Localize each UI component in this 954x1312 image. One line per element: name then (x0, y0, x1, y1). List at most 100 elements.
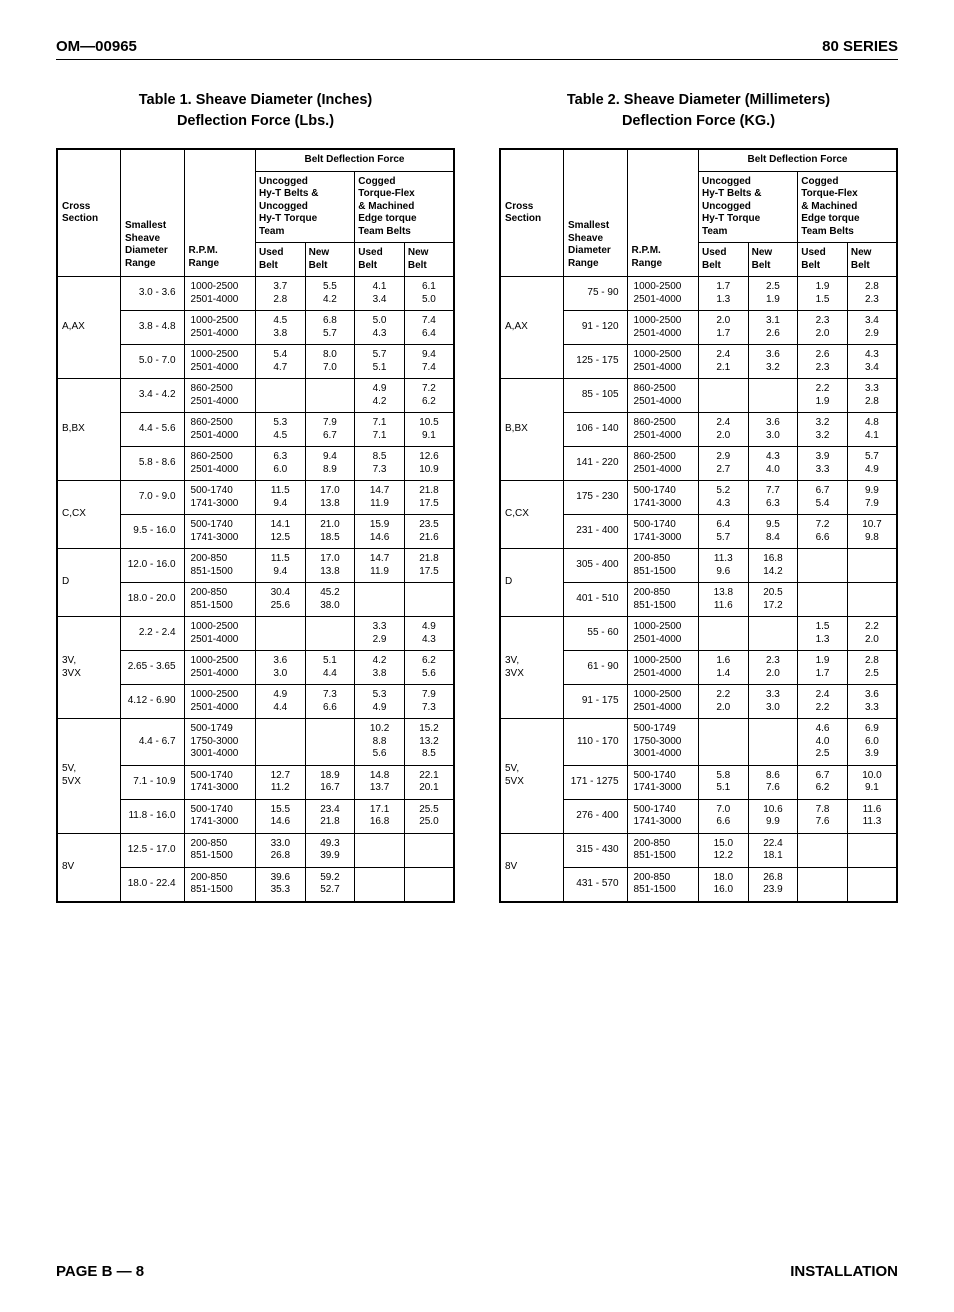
data-cell: 860-2500 2501-4000 (627, 447, 698, 481)
data-cell: 17.0 13.8 (305, 549, 355, 583)
data-cell: 7.1 7.1 (355, 413, 405, 447)
data-cell (355, 583, 405, 617)
data-cell: 1000-2500 2501-4000 (627, 651, 698, 685)
table-row: A,AX3.0 - 3.61000-2500 2501-40003.7 2.85… (57, 277, 454, 311)
data-cell: 5.1 4.4 (305, 651, 355, 685)
data-cell: 11.3 9.6 (698, 549, 748, 583)
data-cell: 10.0 9.1 (847, 765, 897, 799)
data-cell: 6.2 5.6 (404, 651, 454, 685)
data-cell: 500-1740 1741-3000 (184, 515, 255, 549)
data-cell: 17.1 16.8 (355, 799, 405, 833)
column-header: R.P.M. Range (627, 149, 698, 277)
column-header: Used Belt (698, 243, 748, 277)
data-cell: 8.0 7.0 (305, 345, 355, 379)
header-rule (56, 59, 898, 60)
data-cell: 6.1 5.0 (404, 277, 454, 311)
data-cell: 200-850 851-1500 (627, 867, 698, 902)
data-cell: 22.1 20.1 (404, 765, 454, 799)
data-cell: 3.6 3.0 (748, 413, 798, 447)
data-cell: 33.0 26.8 (255, 833, 305, 867)
table-column: Table 1. Sheave Diameter (Inches) Deflec… (56, 90, 455, 903)
footer-right: INSTALLATION (790, 1263, 898, 1280)
data-cell: 16.8 14.2 (748, 549, 798, 583)
data-cell: 15.9 14.6 (355, 515, 405, 549)
data-cell: 5.0 4.3 (355, 311, 405, 345)
cross-section-label: D (500, 549, 564, 617)
table-row: C,CX175 - 230500-1740 1741-30005.2 4.37.… (500, 481, 897, 515)
data-cell: 39.6 35.3 (255, 867, 305, 902)
column-header: Used Belt (798, 243, 848, 277)
data-cell: 860-2500 2501-4000 (627, 413, 698, 447)
data-cell: 2.65 - 3.65 (121, 651, 185, 685)
cross-section-label: 3V, 3VX (57, 617, 121, 719)
data-cell: 200-850 851-1500 (184, 583, 255, 617)
data-cell: 3.0 - 3.6 (121, 277, 185, 311)
data-cell: 14.1 12.5 (255, 515, 305, 549)
data-cell: 7.3 6.6 (305, 685, 355, 719)
data-cell: 9.4 8.9 (305, 447, 355, 481)
footer-left: PAGE B — 8 (56, 1263, 144, 1280)
column-header: Cross Section (500, 149, 564, 277)
data-cell: 26.8 23.9 (748, 867, 798, 902)
data-cell: 1000-2500 2501-4000 (627, 685, 698, 719)
data-cell: 5.0 - 7.0 (121, 345, 185, 379)
data-cell: 21.0 18.5 (305, 515, 355, 549)
data-cell (404, 867, 454, 902)
data-cell: 11.5 9.4 (255, 549, 305, 583)
data-cell: 9.5 8.4 (748, 515, 798, 549)
data-cell: 2.2 1.9 (798, 379, 848, 413)
data-cell (255, 719, 305, 766)
data-cell (305, 379, 355, 413)
table-title: Table 2. Sheave Diameter (Millimeters) D… (499, 90, 898, 132)
page-header: OM—00965 80 SERIES (56, 38, 898, 59)
column-header: Belt Deflection Force (255, 149, 454, 171)
column-header: Belt Deflection Force (698, 149, 897, 171)
data-cell: 22.4 18.1 (748, 833, 798, 867)
table-row: 3V, 3VX2.2 - 2.41000-2500 2501-40003.3 2… (57, 617, 454, 651)
column-header: New Belt (404, 243, 454, 277)
data-cell: 5.7 5.1 (355, 345, 405, 379)
data-cell: 10.5 9.1 (404, 413, 454, 447)
cross-section-label: C,CX (57, 481, 121, 549)
page-footer: PAGE B — 8 INSTALLATION (56, 1263, 898, 1280)
data-cell: 5.3 4.9 (355, 685, 405, 719)
data-cell: 2.4 2.0 (698, 413, 748, 447)
data-cell: 1000-2500 2501-4000 (184, 651, 255, 685)
table-row: B,BX85 - 105860-2500 2501-40002.2 1.93.3… (500, 379, 897, 413)
data-cell: 1000-2500 2501-4000 (184, 345, 255, 379)
data-cell: 21.8 17.5 (404, 549, 454, 583)
data-cell (698, 719, 748, 766)
table-row: 3V, 3VX55 - 601000-2500 2501-40001.5 1.3… (500, 617, 897, 651)
data-cell: 4.3 3.4 (847, 345, 897, 379)
data-cell: 3.7 2.8 (255, 277, 305, 311)
data-cell: 12.5 - 17.0 (121, 833, 185, 867)
column-header: New Belt (305, 243, 355, 277)
column-header: Uncogged Hy-T Belts & Uncogged Hy-T Torq… (255, 171, 354, 243)
data-cell: 1000-2500 2501-4000 (184, 617, 255, 651)
data-cell: 18.0 - 22.4 (121, 867, 185, 902)
column-header: Cogged Torque-Flex & Machined Edge torqu… (355, 171, 454, 243)
cross-section-label: A,AX (500, 277, 564, 379)
data-cell: 860-2500 2501-4000 (184, 413, 255, 447)
data-cell: 45.2 38.0 (305, 583, 355, 617)
data-cell: 9.5 - 16.0 (121, 515, 185, 549)
data-cell: 3.9 3.3 (798, 447, 848, 481)
data-cell: 85 - 105 (564, 379, 628, 413)
data-cell: 2.3 2.0 (798, 311, 848, 345)
data-cell: 59.2 52.7 (305, 867, 355, 902)
data-cell: 1000-2500 2501-4000 (184, 311, 255, 345)
data-cell (404, 833, 454, 867)
table-row: 8V12.5 - 17.0200-850 851-150033.0 26.849… (57, 833, 454, 867)
data-cell: 3.6 3.0 (255, 651, 305, 685)
column-header: R.P.M. Range (184, 149, 255, 277)
column-header: Cogged Torque-Flex & Machined Edge torqu… (798, 171, 897, 243)
data-cell: 4.4 - 5.6 (121, 413, 185, 447)
data-cell: 11.8 - 16.0 (121, 799, 185, 833)
data-cell (404, 583, 454, 617)
data-cell (847, 867, 897, 902)
data-cell: 7.9 7.3 (404, 685, 454, 719)
data-cell: 1.7 1.3 (698, 277, 748, 311)
data-cell: 7.8 7.6 (798, 799, 848, 833)
data-cell: 500-1740 1741-3000 (184, 481, 255, 515)
data-cell: 3.4 2.9 (847, 311, 897, 345)
